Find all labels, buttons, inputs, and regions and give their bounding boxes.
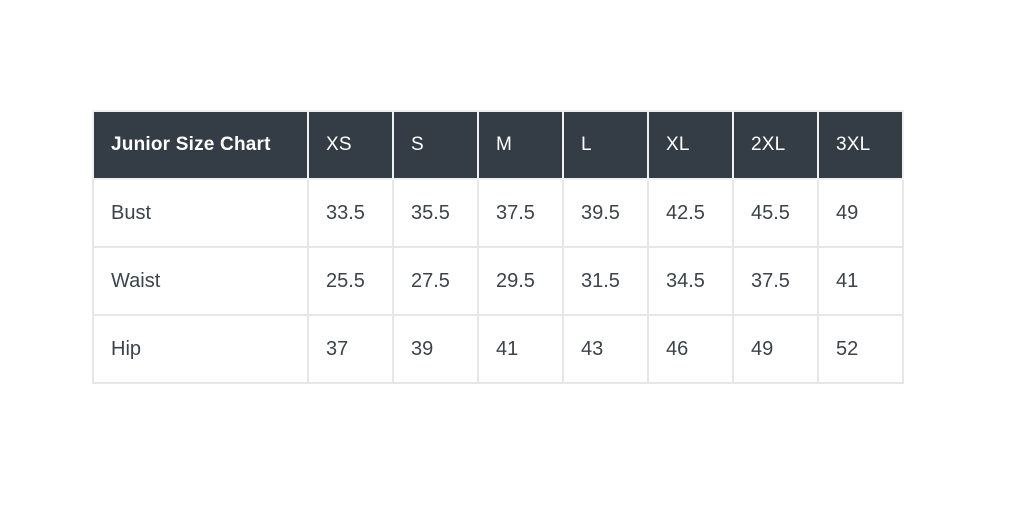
table-row-bust: Bust 33.5 35.5 37.5 39.5 42.5 45.5 49 [92,178,904,248]
table-cell-bust-2xl: 45.5 [732,178,819,248]
table-cell-waist-xs: 25.5 [307,246,394,316]
table-cell-bust-xs: 33.5 [307,178,394,248]
table-cell-waist-3xl: 41 [817,246,904,316]
table-cell-hip-m: 41 [477,314,564,384]
column-header-xl: XL [647,110,734,180]
table-cell-hip-xs: 37 [307,314,394,384]
column-header-s: S [392,110,479,180]
table-cell-waist-l: 31.5 [562,246,649,316]
column-header-l: L [562,110,649,180]
column-header-xs: XS [307,110,394,180]
table-cell-waist-xl: 34.5 [647,246,734,316]
table-cell-waist-2xl: 37.5 [732,246,819,316]
column-header-2xl: 2XL [732,110,819,180]
column-header-3xl: 3XL [817,110,904,180]
junior-size-chart-table: Junior Size Chart XS S M L XL 2XL 3XL Bu… [92,110,904,384]
table-cell-hip-2xl: 49 [732,314,819,384]
table-cell-hip-3xl: 52 [817,314,904,384]
table-cell-waist-s: 27.5 [392,246,479,316]
column-header-m: M [477,110,564,180]
row-label-waist: Waist [92,246,309,316]
table-row-hip: Hip 37 39 41 43 46 49 52 [92,314,904,384]
table-cell-waist-m: 29.5 [477,246,564,316]
table-cell-bust-3xl: 49 [817,178,904,248]
table-cell-hip-l: 43 [562,314,649,384]
table-cell-bust-s: 35.5 [392,178,479,248]
table-title: Junior Size Chart [92,110,309,180]
table-cell-bust-xl: 42.5 [647,178,734,248]
table-cell-hip-s: 39 [392,314,479,384]
table-header-row: Junior Size Chart XS S M L XL 2XL 3XL [92,110,904,180]
table-row-waist: Waist 25.5 27.5 29.5 31.5 34.5 37.5 41 [92,246,904,316]
table-cell-hip-xl: 46 [647,314,734,384]
row-label-hip: Hip [92,314,309,384]
row-label-bust: Bust [92,178,309,248]
table-cell-bust-m: 37.5 [477,178,564,248]
table-cell-bust-l: 39.5 [562,178,649,248]
